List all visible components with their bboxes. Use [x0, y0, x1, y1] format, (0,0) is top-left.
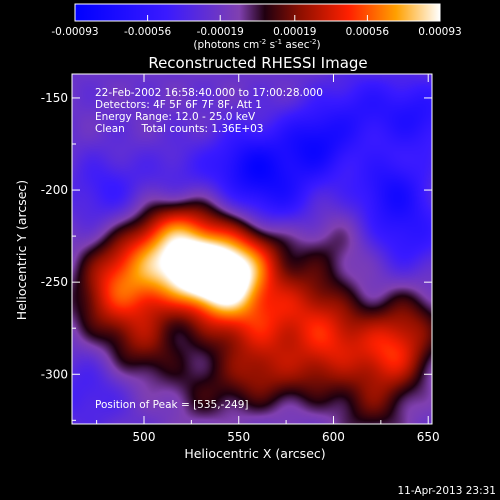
x-tick-label: 500: [133, 430, 156, 444]
colorbar-tick-label: 0.00056: [346, 26, 390, 38]
annotation-time: 22-Feb-2002 16:58:40.000 to 17:00:28.000: [95, 87, 323, 99]
colorbar-tick-label: -0.00019: [197, 26, 244, 38]
y-axis-label: Heliocentric Y (arcsec): [14, 180, 29, 320]
colorbar: [74, 3, 441, 22]
chart-title: Reconstructed RHESSI Image: [148, 54, 367, 72]
colorbar-tick-label: 0.00093: [418, 26, 461, 38]
y-tick-label: -150: [41, 91, 68, 105]
y-tick-label: -300: [41, 367, 68, 381]
y-tick-label: -250: [41, 275, 68, 289]
footer-timestamp: 11-Apr-2013 23:31: [397, 485, 496, 497]
plot-frame: [71, 73, 433, 425]
y-tick-label: -200: [41, 183, 68, 197]
x-axis-label: Heliocentric X (arcsec): [184, 446, 325, 461]
annotation-detectors: Detectors: 4F 5F 6F 7F 8F, Att 1: [95, 99, 262, 111]
colorbar-tick-label: -0.00056: [124, 26, 172, 38]
annotation-peak: Position of Peak = [535,-249]: [95, 399, 249, 411]
colorbar-tick-label: 0.00019: [273, 26, 316, 38]
colorbar-tick-label: -0.00093: [51, 26, 98, 38]
colorbar-unit-label: (photons cm-2 s-1 asec-2): [193, 38, 320, 51]
heatmap-image: [72, 74, 432, 424]
annotation-energy: Energy Range: 12.0 - 25.0 keV: [95, 111, 256, 123]
x-tick-label: 550: [227, 430, 250, 444]
x-tick-label: 650: [417, 430, 440, 444]
annotation-clean: Clean Total counts: 1.36E+03: [95, 123, 264, 135]
x-tick-label: 600: [322, 430, 345, 444]
